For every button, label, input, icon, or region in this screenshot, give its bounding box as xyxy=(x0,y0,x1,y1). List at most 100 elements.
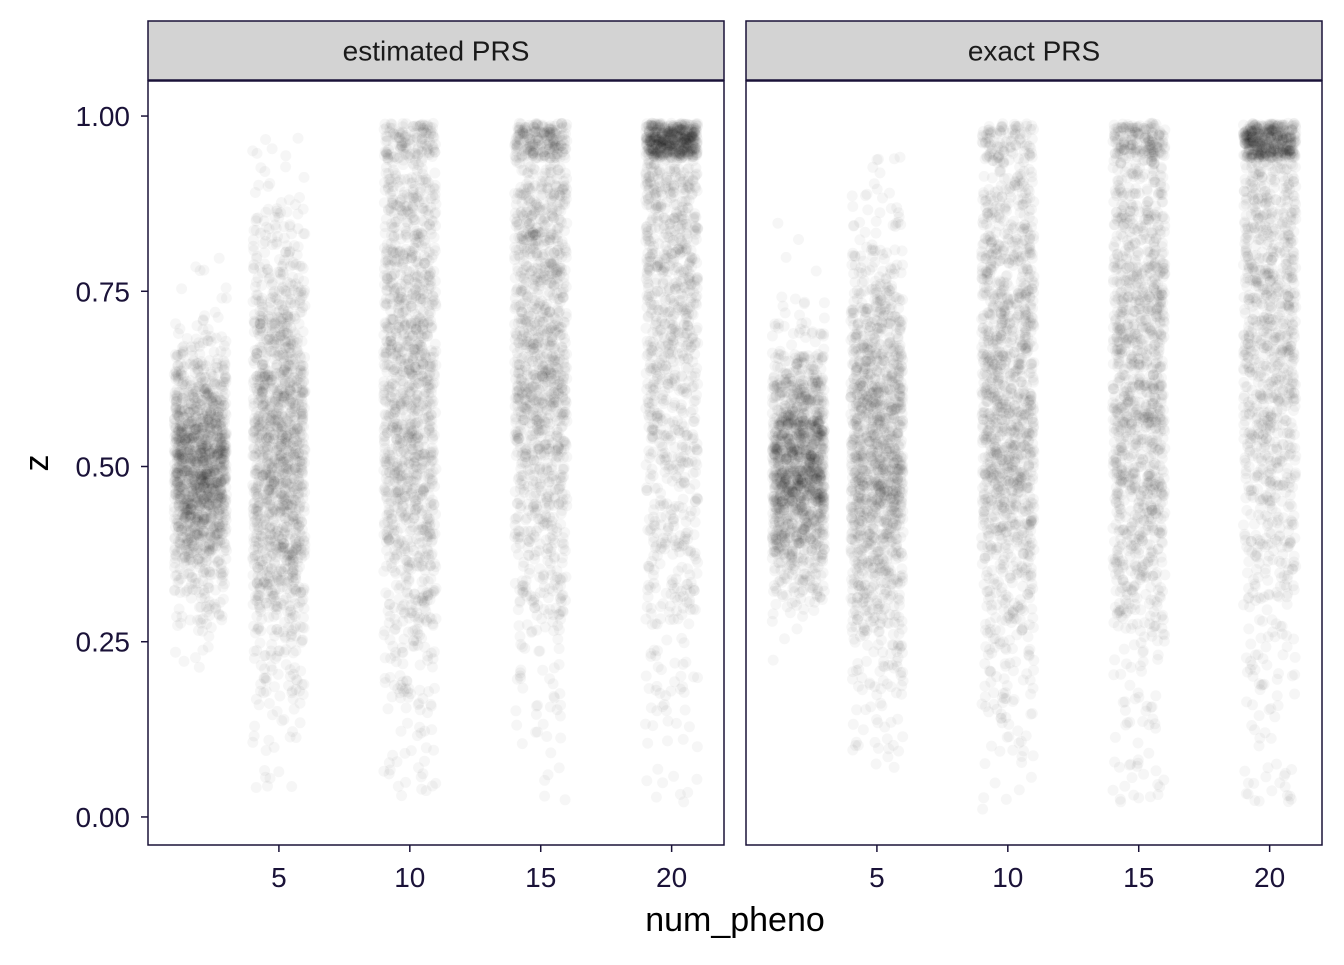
data-point xyxy=(257,368,268,379)
data-point xyxy=(419,756,430,767)
data-point xyxy=(416,419,427,430)
data-point xyxy=(390,381,401,392)
data-point xyxy=(261,745,272,756)
data-point xyxy=(418,316,429,327)
data-point xyxy=(264,484,275,495)
data-point xyxy=(221,282,232,293)
data-point xyxy=(294,597,305,608)
data-point xyxy=(171,518,182,529)
data-point xyxy=(249,653,260,664)
data-point xyxy=(286,638,297,649)
data-point xyxy=(379,376,390,387)
data-point xyxy=(172,350,183,361)
data-point xyxy=(396,726,407,737)
data-point xyxy=(394,438,405,449)
data-point xyxy=(292,209,303,220)
data-point xyxy=(296,368,307,379)
data-point xyxy=(251,352,262,363)
facet-strip-label: estimated PRS xyxy=(343,36,530,67)
data-point xyxy=(216,293,227,304)
data-point xyxy=(194,662,205,673)
data-point xyxy=(391,421,402,432)
data-point xyxy=(257,267,268,278)
data-point xyxy=(261,347,272,358)
data-point xyxy=(399,607,410,618)
data-point xyxy=(215,537,226,548)
data-point xyxy=(267,709,278,720)
data-point xyxy=(417,169,428,180)
data-point xyxy=(394,344,405,355)
data-point xyxy=(413,525,424,536)
data-point xyxy=(280,425,291,436)
data-point xyxy=(249,721,260,732)
data-point xyxy=(287,272,298,283)
data-point xyxy=(201,360,212,371)
data-point xyxy=(217,361,228,372)
data-point xyxy=(192,320,203,331)
data-point xyxy=(288,581,299,592)
data-point xyxy=(401,143,412,154)
data-point xyxy=(218,440,229,451)
data-point xyxy=(423,396,434,407)
data-point xyxy=(296,378,307,389)
data-point xyxy=(410,382,421,393)
data-point xyxy=(261,493,272,504)
data-point xyxy=(395,535,406,546)
data-point xyxy=(417,584,428,595)
data-point xyxy=(256,556,267,567)
data-point xyxy=(273,478,284,489)
data-point xyxy=(170,428,181,439)
data-point xyxy=(260,230,271,241)
data-point xyxy=(425,202,436,213)
data-point xyxy=(174,484,185,495)
data-point xyxy=(427,781,438,792)
data-point xyxy=(295,480,306,491)
data-point xyxy=(253,180,264,191)
data-point xyxy=(288,609,299,620)
data-point xyxy=(517,738,528,749)
data-point xyxy=(394,583,405,594)
data-point xyxy=(428,447,439,458)
data-point xyxy=(391,656,402,667)
data-point xyxy=(543,769,554,780)
data-point xyxy=(380,300,391,311)
data-point xyxy=(295,621,306,632)
data-point xyxy=(248,442,259,453)
data-point xyxy=(397,315,408,326)
data-point xyxy=(273,367,284,378)
data-point xyxy=(401,572,412,583)
data-point xyxy=(216,559,227,570)
data-point xyxy=(295,717,306,728)
data-point xyxy=(399,354,410,365)
data-point xyxy=(381,510,392,521)
data-point xyxy=(401,555,412,566)
data-point xyxy=(253,524,264,535)
data-point xyxy=(273,627,284,638)
data-point xyxy=(413,335,424,346)
data-point xyxy=(386,392,397,403)
data-point xyxy=(263,314,274,325)
data-point xyxy=(204,596,215,607)
data-point xyxy=(202,408,213,419)
data-point xyxy=(267,288,278,299)
data-point xyxy=(194,553,205,564)
data-point xyxy=(219,376,230,387)
data-point xyxy=(254,600,265,611)
data-point xyxy=(273,646,284,657)
data-point xyxy=(399,634,410,645)
data-point xyxy=(216,569,227,580)
data-point xyxy=(217,503,228,514)
data-point xyxy=(276,566,287,577)
data-point xyxy=(284,221,295,232)
data-point xyxy=(251,782,262,793)
data-point xyxy=(183,390,194,401)
data-point xyxy=(296,406,307,417)
data-point xyxy=(278,494,289,505)
data-point xyxy=(290,297,301,308)
data-point xyxy=(276,715,287,726)
data-point xyxy=(273,669,284,680)
data-point xyxy=(428,745,439,756)
data-point xyxy=(422,543,433,554)
